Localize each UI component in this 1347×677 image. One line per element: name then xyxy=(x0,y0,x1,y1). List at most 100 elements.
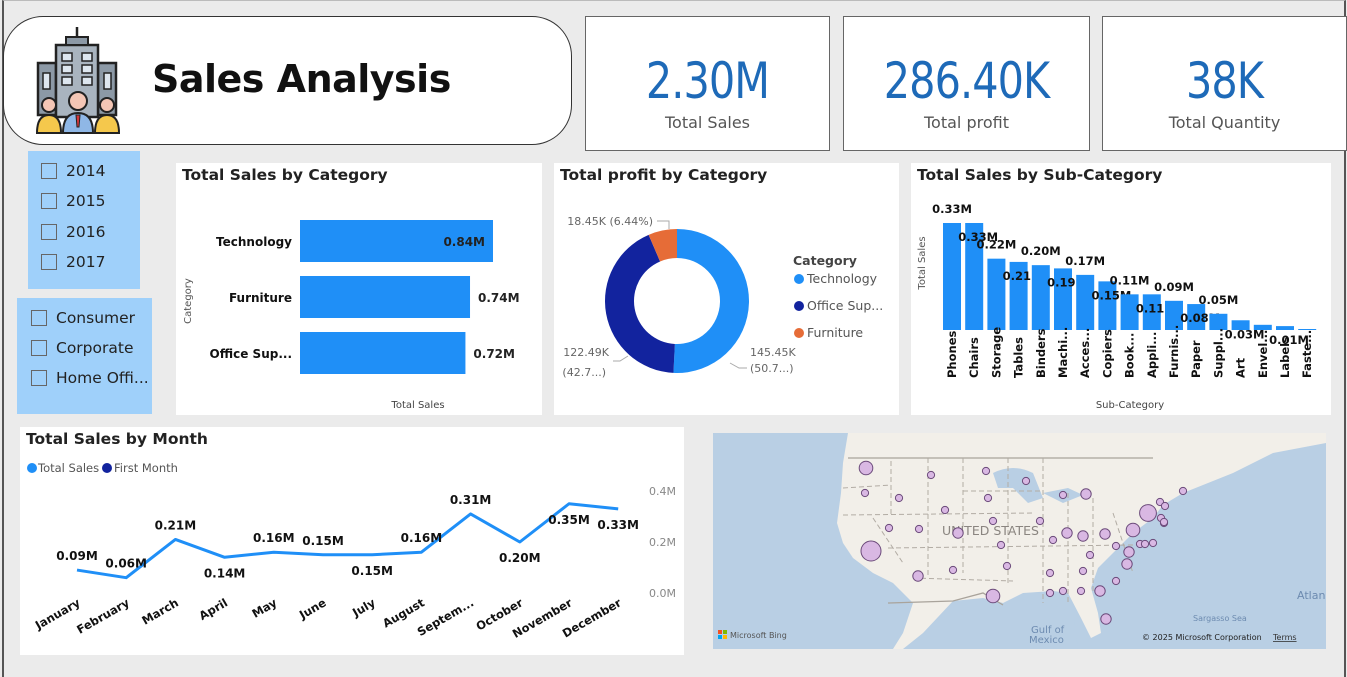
map-bubble[interactable] xyxy=(1002,561,1012,571)
office-building-team-icon xyxy=(36,27,120,134)
legend-label[interactable]: Technology xyxy=(806,271,878,286)
bar[interactable] xyxy=(1120,294,1139,330)
slicer-item-2016[interactable]: 2016 xyxy=(41,223,105,241)
category-tick-label: Office Sup... xyxy=(210,347,292,361)
slicer-label: 2017 xyxy=(66,253,106,271)
slicer-item-consumer[interactable]: Consumer xyxy=(31,309,135,327)
map-bubble[interactable] xyxy=(988,516,998,526)
bar[interactable] xyxy=(1142,294,1161,330)
checkbox[interactable] xyxy=(41,193,57,209)
map-bubble[interactable] xyxy=(1061,527,1073,539)
map-bubble[interactable] xyxy=(996,540,1006,550)
bar[interactable] xyxy=(1253,324,1272,330)
map-bubble[interactable] xyxy=(1111,576,1121,586)
map-bubble[interactable] xyxy=(1178,486,1188,496)
map-bubble[interactable] xyxy=(1125,522,1141,538)
slicer-item-corporate[interactable]: Corporate xyxy=(31,339,134,357)
donut-slice[interactable] xyxy=(648,229,677,262)
map-bubble[interactable] xyxy=(1160,501,1170,511)
bar[interactable] xyxy=(1098,281,1117,330)
map-bubble[interactable] xyxy=(985,588,1001,604)
map-bubble[interactable] xyxy=(983,493,993,503)
map-bubble[interactable] xyxy=(1148,538,1158,548)
map-bubble[interactable] xyxy=(894,493,904,503)
map-bubble[interactable] xyxy=(884,523,894,533)
map-bubble[interactable] xyxy=(860,488,870,498)
map-bubble[interactable] xyxy=(1076,586,1086,596)
legend-label[interactable]: Office Sup... xyxy=(807,298,883,313)
bar[interactable] xyxy=(1031,265,1050,330)
bar[interactable] xyxy=(1276,326,1294,330)
sales-by-category-visual[interactable]: Total Sales by Category Category Total S… xyxy=(176,163,542,415)
map-canvas[interactable]: UNITED STATES Gulf of Mexico Sargasso Se… xyxy=(713,433,1326,649)
map-bubble[interactable] xyxy=(860,540,882,562)
sales-by-month-visual[interactable]: Total Sales by Month Total Sales First M… xyxy=(20,427,684,655)
terms-link[interactable]: Terms xyxy=(1272,633,1297,642)
sales-by-subcategory-visual[interactable]: Total Sales by Sub-Category Total Sales … xyxy=(911,163,1331,415)
data-label: 0.15M xyxy=(302,534,344,548)
map-bubble[interactable] xyxy=(1048,535,1058,545)
map-bubble[interactable] xyxy=(1140,539,1150,549)
series-line-total-sales[interactable] xyxy=(76,502,619,580)
map-bubble[interactable] xyxy=(952,527,964,539)
map-bubble[interactable] xyxy=(1080,488,1092,500)
map-bubble[interactable] xyxy=(981,466,991,476)
category-tick-label: Furnis... xyxy=(1167,325,1181,378)
map-bubble[interactable] xyxy=(912,570,924,582)
checkbox[interactable] xyxy=(31,310,47,326)
bar[interactable] xyxy=(300,220,493,262)
map-bubble[interactable] xyxy=(1111,541,1121,551)
bar[interactable] xyxy=(943,223,961,330)
map-bubble[interactable] xyxy=(1045,588,1055,598)
map-bubble[interactable] xyxy=(914,524,924,534)
bar[interactable] xyxy=(965,223,984,330)
map-bubble[interactable] xyxy=(1139,504,1157,522)
map-bubble[interactable] xyxy=(858,460,874,476)
map-bubble[interactable] xyxy=(1021,476,1031,486)
bar[interactable] xyxy=(1076,274,1095,330)
bar[interactable] xyxy=(1009,261,1028,330)
data-label: 0.09M xyxy=(56,549,98,563)
slicer-item-2015[interactable]: 2015 xyxy=(41,192,105,210)
map-bubble[interactable] xyxy=(1085,550,1095,560)
map-bubble[interactable] xyxy=(1099,528,1111,540)
checkbox[interactable] xyxy=(41,254,57,270)
bar[interactable] xyxy=(1298,329,1317,330)
kpi-card-total-quantity: 38K Total Quantity xyxy=(1102,16,1347,151)
map-bubble[interactable] xyxy=(1058,490,1068,500)
slicer-item-home-office[interactable]: Home Offi... xyxy=(31,369,149,387)
bar[interactable] xyxy=(1209,313,1228,330)
map-bubble[interactable] xyxy=(1121,558,1133,570)
bar[interactable] xyxy=(300,332,466,374)
checkbox[interactable] xyxy=(41,163,57,179)
checkbox[interactable] xyxy=(31,340,47,356)
map-bubble[interactable] xyxy=(1035,516,1045,526)
legend-label[interactable]: Furniture xyxy=(807,325,863,340)
checkbox[interactable] xyxy=(41,224,57,240)
bar[interactable] xyxy=(1165,300,1183,330)
bar[interactable] xyxy=(987,258,1006,330)
map-bubble[interactable] xyxy=(1100,613,1112,625)
donut-slice[interactable] xyxy=(605,234,675,373)
slicer-item-2014[interactable]: 2014 xyxy=(41,162,105,180)
slicer-item-2017[interactable]: 2017 xyxy=(41,253,105,271)
map-bubble[interactable] xyxy=(1078,566,1088,576)
bar[interactable] xyxy=(300,276,471,318)
map-bubble[interactable] xyxy=(1094,585,1106,597)
map-bubble[interactable] xyxy=(948,565,958,575)
bar[interactable] xyxy=(1231,320,1250,330)
map-bubble[interactable] xyxy=(940,505,950,515)
bar[interactable] xyxy=(1054,268,1072,330)
map-bubble[interactable] xyxy=(926,470,936,480)
bar[interactable] xyxy=(1187,304,1206,330)
map-bubble[interactable] xyxy=(1058,586,1068,596)
map-bubble[interactable] xyxy=(1077,530,1089,542)
checkbox[interactable] xyxy=(31,370,47,386)
map-bubble[interactable] xyxy=(1045,568,1055,578)
sales-map-visual[interactable]: UNITED STATES Gulf of Mexico Sargasso Se… xyxy=(713,433,1326,649)
profit-by-category-visual[interactable]: Total profit by Category 145.45K (50.7...… xyxy=(554,163,899,415)
map-bubble[interactable] xyxy=(1123,546,1135,558)
map-bubble[interactable] xyxy=(1159,517,1169,527)
category-tick-label: Chairs xyxy=(967,337,981,378)
donut-slice[interactable] xyxy=(673,229,749,373)
